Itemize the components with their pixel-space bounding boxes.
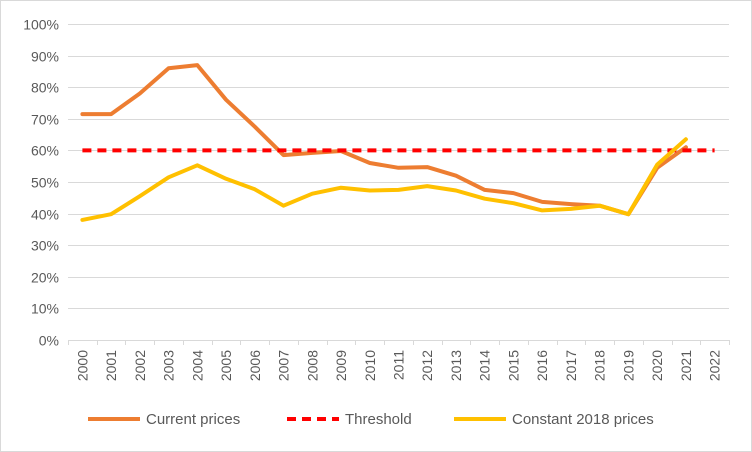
x-tick-label: 2001 [103,350,119,381]
y-tick-label: 10% [31,301,59,317]
y-tick-label: 100% [23,17,59,33]
x-axis-tick-labels: 2000 2001 2002 2003 2004 2005 2006 2007 2008 2009… [74,350,722,381]
series-line-current-prices [80,63,688,217]
y-tick-label: 40% [31,207,59,223]
x-tick-label: 2020 [649,350,665,381]
x-tick-label: 2008 [304,350,320,381]
x-tick-label: 2000 [74,350,90,381]
x-tick-label: 2021 [678,350,694,381]
x-tick-label: 2009 [333,350,349,381]
x-tick-label: 2022 [707,350,723,381]
x-tick-label: 2018 [592,350,608,381]
y-tick-label: 30% [31,238,59,254]
y-tick-label: 90% [31,49,59,65]
x-tick-label: 2004 [189,350,205,381]
legend: Current prices Threshold Constant 2018 pri… [88,411,654,428]
x-tick-label: 2010 [362,350,378,381]
legend-label-constant-2018-prices: Constant 2018 prices [512,411,654,428]
y-tick-label: 50% [31,175,59,191]
series-lines [80,63,715,222]
y-tick-label: 0% [39,333,59,349]
y-tick-label: 70% [31,112,59,128]
y-tick-label: 60% [31,143,59,159]
x-tick-label: 2002 [132,350,148,381]
y-tick-label: 20% [31,270,59,286]
x-tick-label: 2012 [419,350,435,381]
x-tick-label: 2005 [218,350,234,381]
x-tick-label: 2011 [391,350,407,380]
y-axis-tick-labels: 0% 10% 20% 30% 40% 50% 60% 70% 80% 90% 100% [23,17,59,349]
x-tick-label: 2006 [247,350,263,381]
x-tick-label: 2013 [448,350,464,381]
x-tick-label: 2003 [161,350,177,381]
x-tick-label: 2016 [534,350,550,381]
legend-label-current-prices: Current prices [146,411,240,428]
x-tick-label: 2019 [620,350,636,381]
gridlines [68,24,729,309]
x-axis [68,340,730,345]
series-line-constant-2018-prices [80,137,688,222]
x-tick-label: 2015 [505,350,521,381]
x-tick-label: 2017 [563,350,579,381]
x-tick-label: 2007 [276,350,292,381]
x-tick-label: 2014 [477,350,493,381]
y-tick-label: 80% [31,80,59,96]
legend-label-threshold: Threshold [345,411,412,428]
